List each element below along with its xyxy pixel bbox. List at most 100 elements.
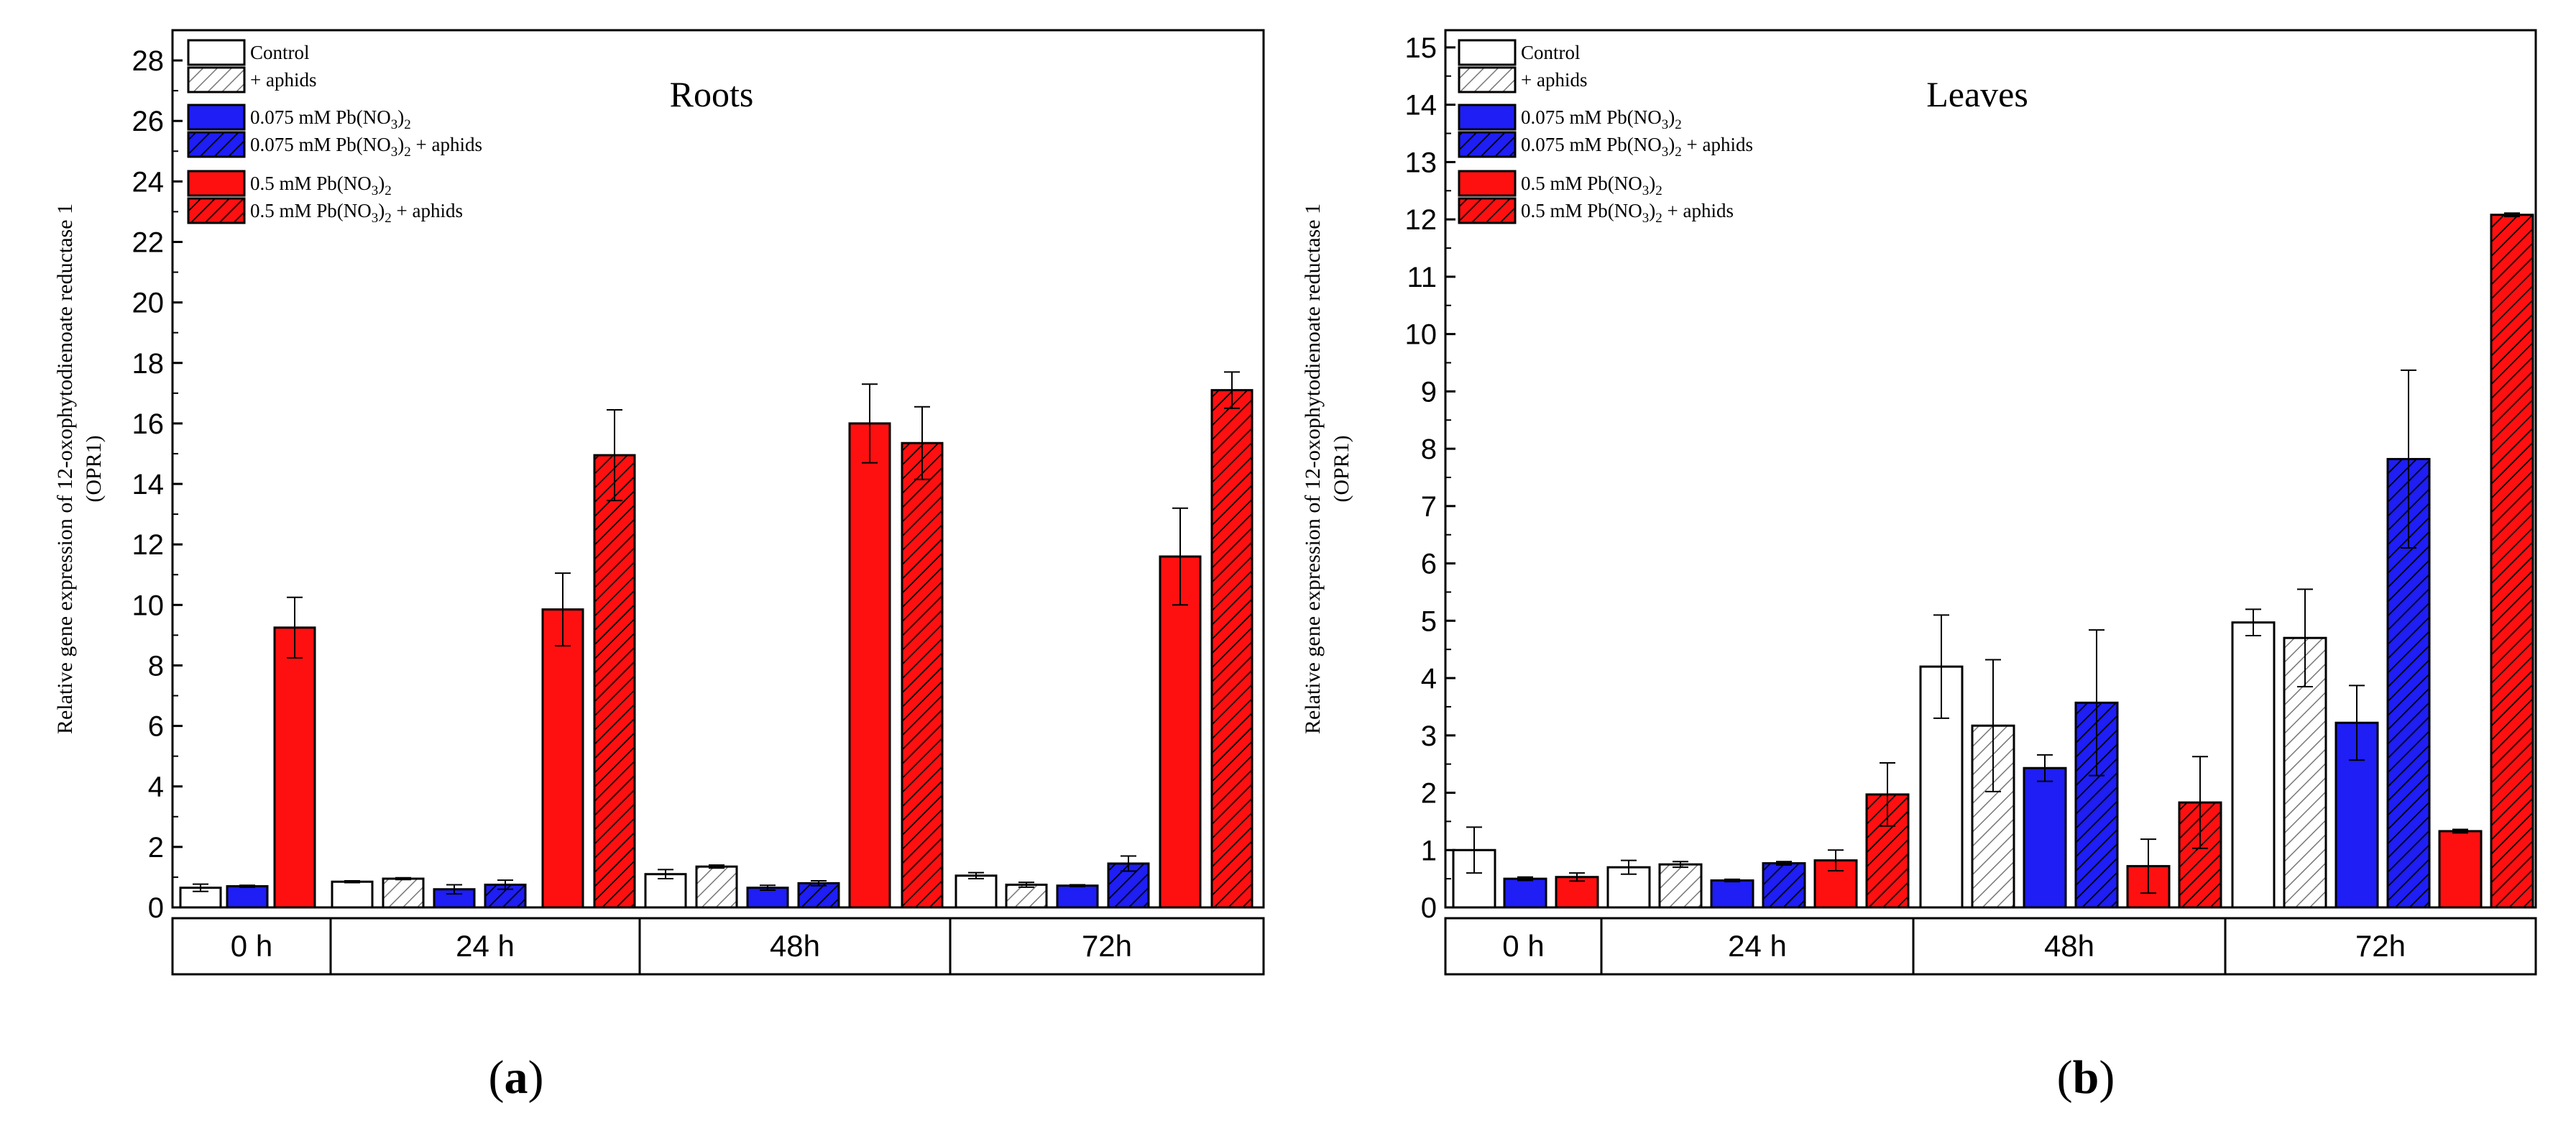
y-tick-label: 20 [132,288,165,319]
y-tick-label: 11 [1407,262,1437,293]
legend-label: 0.5 mM Pb(NO3)2 + aphids [1521,200,1734,226]
x-group-label: 72h [1082,929,1132,963]
x-table-frame [171,917,1265,976]
y-tick-label: 7 [1421,491,1437,523]
legend-label: Control [250,42,310,63]
bar [1005,883,1048,909]
bar [2438,830,2483,909]
bar [1056,884,1099,909]
x-group-label: 24 h [1728,929,1787,963]
legend-swatch [1458,170,1517,197]
x-group-label: 0 h [1502,929,1544,963]
bar [695,865,738,909]
y-tick-label: 4 [1421,663,1437,695]
bar [644,873,687,909]
legend-label: 0.5 mM Pb(NO3)2 [250,173,392,198]
legend-swatch [1458,66,1517,93]
bar [954,874,998,909]
plot-frame [171,29,1265,909]
bar [1210,389,1254,909]
y-tick-label: 5 [1421,605,1437,637]
legend-label: 0.075 mM Pb(NO3)2 [250,106,411,132]
bar [901,441,944,909]
bar [1555,876,1599,909]
y-tick-label: 26 [132,106,165,137]
legend-swatch [187,131,246,158]
y-tick-label: 6 [1421,549,1437,580]
x-axis-table: 0 h 24 h 48h 72h [171,917,1265,976]
y-tick-label: 0 [148,892,164,924]
y-axis-label-line2: (OPR1) [1330,435,1353,502]
y-tick-label: 16 [132,408,165,440]
y-axis-label: Relative gene expression of 12-oxophytod… [53,203,77,734]
y-tick-label: 22 [132,226,165,258]
y-tick-label: 6 [148,711,164,743]
y-tick-label: 3 [1421,720,1437,752]
y-tick-label: 8 [1421,434,1437,465]
legend-swatch [1458,131,1517,158]
bar [382,877,425,909]
panel-label: (a) [489,1051,544,1104]
x-group-label: 0 h [231,929,272,963]
bar [2023,766,2067,909]
x-group-label: 48h [770,929,820,963]
bar [273,626,316,909]
legend: Control + aphids 0.075 mM Pb(NO3)20.075 mM… [1458,39,1753,226]
legend-label: 0.075 mM Pb(NO3)2 + aphids [1521,134,1753,160]
bar [1762,862,1806,909]
bar [1503,877,1547,909]
bar [797,882,840,909]
bar [331,880,374,909]
y-tick-label: 9 [1421,376,1437,408]
bars [1452,212,2534,909]
bar [2231,621,2276,909]
bars [179,371,1254,909]
legend-swatch [187,66,246,93]
legend-label: + aphids [250,69,316,91]
legend-swatch [187,39,246,66]
bar [593,454,636,909]
y-tick-label: 10 [1405,319,1438,351]
legend-label: + aphids [1521,69,1587,91]
y-tick-label: 15 [1405,32,1438,64]
y-tick-label: 28 [132,45,165,77]
x-axis-table: 0 h 24 h 48h 72h [1444,917,2537,976]
bar [848,422,891,909]
y-tick-label: 10 [132,590,165,621]
legend-swatch [1458,197,1517,224]
y-tick-label: 12 [1405,204,1438,236]
x-table-frame [1444,917,2537,976]
y-tick-label: 12 [132,529,165,561]
y-tick-label: 13 [1405,147,1438,178]
y-tick-label: 8 [148,650,164,682]
bar [1658,863,1703,909]
y-axis-label-line2: (OPR1) [82,435,106,502]
y-tick-label: 24 [132,166,165,198]
legend-label: 0.075 mM Pb(NO3)2 + aphids [250,134,482,160]
legend-swatch [1458,39,1517,66]
bar [2490,214,2534,909]
y-tick-label: 2 [148,832,164,864]
legend: Control + aphids 0.075 mM Pb(NO3)20.075 mM… [187,39,482,226]
legend-label: 0.075 mM Pb(NO3)2 [1521,106,1682,132]
x-group-label: 24 h [456,929,515,963]
y-tick-label: 14 [1405,90,1438,122]
panel-label: (b) [2057,1051,2115,1104]
y-axis-label: Relative gene expression of 12-oxophytod… [1301,203,1325,734]
y-tick-label: 14 [132,469,165,500]
bar [226,885,269,909]
x-group-label: 48h [2044,929,2094,963]
y-tick-label: 18 [132,348,165,380]
legend-label: 0.5 mM Pb(NO3)2 + aphids [250,200,463,226]
legend-swatch [187,104,246,131]
y-tick-label: 4 [148,772,164,803]
bar [541,608,584,909]
y-tick-label: 2 [1421,778,1437,810]
legend-label: Control [1521,42,1581,63]
bar [1710,879,1754,909]
